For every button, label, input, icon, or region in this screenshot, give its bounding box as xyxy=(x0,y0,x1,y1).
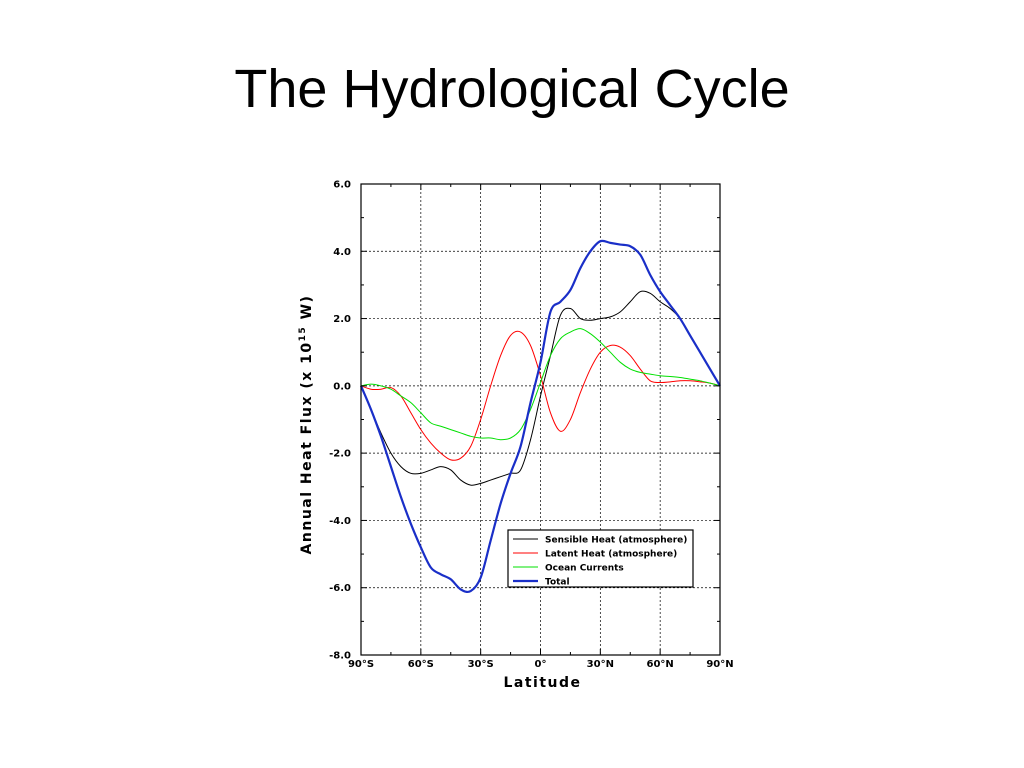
x-tick-label: 60°S xyxy=(408,659,434,670)
x-tick-label: 90°N xyxy=(706,659,733,670)
x-tick-label: 30°S xyxy=(468,659,494,670)
y-tick-label: 6.0 xyxy=(333,180,351,191)
series-line-total xyxy=(359,239,721,594)
slide-title: The Hydrological Cycle xyxy=(234,59,790,119)
y-tick-label: -4.0 xyxy=(329,516,351,527)
y-tick-label: -8.0 xyxy=(329,651,351,662)
series-line-sensible-heat-atmosphere xyxy=(360,290,721,486)
y-axis-title-prefix: Annual Heat Flux (x 10 xyxy=(299,341,315,554)
y-tick-label: 0.0 xyxy=(333,381,351,392)
x-tick-labels: 90°S 60°S 30°S 0° 30°N 60°N 90°N xyxy=(348,659,734,670)
y-axis-title: Annual Heat Flux (x 1015 W) xyxy=(298,295,315,555)
y-tick-label: 2.0 xyxy=(333,314,351,325)
y-axis-title-exponent: 15 xyxy=(298,326,308,342)
x-tick-label: 60°N xyxy=(647,659,674,670)
x-tick-label: 30°N xyxy=(587,659,614,670)
series-lines xyxy=(359,239,721,594)
series-line-latent-heat-atmosphere xyxy=(360,330,721,461)
legend-label: Sensible Heat (atmosphere) xyxy=(545,536,687,546)
legend: Sensible Heat (atmosphere) Latent Heat (a… xyxy=(507,529,694,588)
legend-label: Ocean Currents xyxy=(545,564,624,574)
y-tick-label: -6.0 xyxy=(329,583,351,594)
y-axis-title-suffix: W) xyxy=(299,295,315,326)
legend-label: Latent Heat (atmosphere) xyxy=(545,550,677,560)
legend-label: Total xyxy=(545,578,570,588)
x-tick-label: 0° xyxy=(535,659,547,670)
x-tick-label: 90°S xyxy=(348,659,374,670)
series-line-ocean-currents xyxy=(360,328,721,441)
legend-box xyxy=(507,529,694,588)
y-tick-label: 4.0 xyxy=(333,247,351,258)
x-axis-title: Latitude xyxy=(503,675,581,691)
y-tick-labels: 6.0 4.0 2.0 0.0 -2.0 -4.0 -6.0 -8.0 xyxy=(329,180,351,662)
tick-marks xyxy=(360,183,721,656)
y-tick-label: -2.0 xyxy=(329,449,351,460)
